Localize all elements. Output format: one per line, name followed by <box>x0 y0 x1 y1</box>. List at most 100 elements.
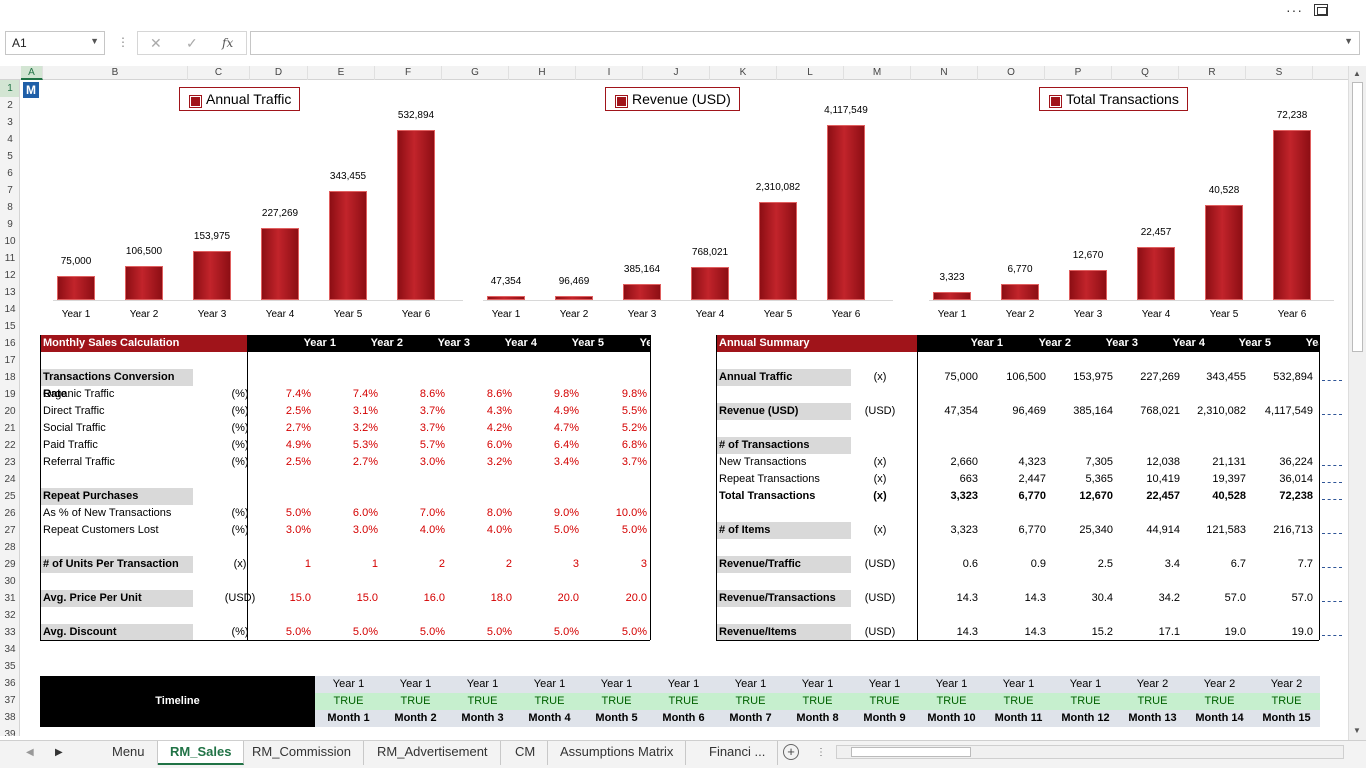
worksheet-grid[interactable]: M Annual Traffic 75,000 Year 1 106,500 Year … <box>21 80 1348 736</box>
table-cell[interactable]: 5.0% <box>285 626 311 638</box>
row-header-36[interactable]: 36 <box>4 678 16 689</box>
table-cell[interactable]: 6.8% <box>621 439 647 451</box>
table-cell[interactable]: 1 <box>304 558 311 570</box>
table-cell[interactable]: 14.3 <box>956 592 978 604</box>
table-cell[interactable]: 0.6 <box>962 558 978 570</box>
row-header-23[interactable]: 23 <box>4 457 16 468</box>
row-header-4[interactable]: 4 <box>7 134 13 145</box>
table-cell[interactable]: 10,419 <box>1146 473 1180 485</box>
table-cell[interactable]: 2.7% <box>285 422 311 434</box>
row-header-21[interactable]: 21 <box>4 423 16 434</box>
column-header-a[interactable]: A <box>21 66 43 80</box>
table-cell[interactable]: 12,670 <box>1079 490 1113 502</box>
table-cell[interactable]: 3.0% <box>352 524 378 536</box>
tab-assumptions-matrix[interactable]: Assumptions Matrix <box>548 741 687 765</box>
table-cell[interactable]: 663 <box>959 473 978 485</box>
row-header-1[interactable]: 1 <box>0 80 19 97</box>
table-cell[interactable]: 106,500 <box>1006 371 1046 383</box>
table-cell[interactable]: 7,305 <box>1085 456 1113 468</box>
table-cell[interactable]: 10.0% <box>615 507 647 519</box>
formula-input[interactable]: ▼ <box>250 31 1360 55</box>
table-cell[interactable]: 9.0% <box>553 507 579 519</box>
tab-financi[interactable]: Financi ... <box>697 741 779 765</box>
table-cell[interactable]: 5.0% <box>486 626 512 638</box>
table-cell[interactable]: 6,770 <box>1018 490 1046 502</box>
chart-bar[interactable] <box>261 227 299 300</box>
row-header-10[interactable]: 10 <box>4 236 16 247</box>
row-header-22[interactable]: 22 <box>4 440 16 451</box>
chart-bar[interactable] <box>1273 130 1311 300</box>
ribbon-display-icon[interactable] <box>1314 4 1328 16</box>
hscroll-thumb[interactable] <box>851 747 971 757</box>
row-header-8[interactable]: 8 <box>7 202 13 213</box>
column-header-j[interactable]: J <box>643 66 710 80</box>
table-cell[interactable]: 15.0 <box>356 592 378 604</box>
column-header-r[interactable]: R <box>1179 66 1246 80</box>
table-cell[interactable]: 2 <box>505 558 512 570</box>
table-cell[interactable]: 5.5% <box>621 405 647 417</box>
row-header-17[interactable]: 17 <box>4 355 16 366</box>
column-header-f[interactable]: F <box>375 66 442 80</box>
column-header-d[interactable]: D <box>250 66 308 80</box>
column-header-s[interactable]: S <box>1246 66 1313 80</box>
table-cell[interactable]: 2.7% <box>352 456 378 468</box>
table-cell[interactable]: 96,469 <box>1012 405 1046 417</box>
table-cell[interactable]: 5.0% <box>621 626 647 638</box>
expand-formula-icon[interactable]: ▼ <box>1344 36 1353 46</box>
column-header-g[interactable]: G <box>442 66 509 80</box>
table-cell[interactable]: 6.0% <box>352 507 378 519</box>
tab-next-icon[interactable]: ▶ <box>55 747 63 758</box>
horizontal-scrollbar[interactable] <box>836 745 1344 759</box>
column-header-h[interactable]: H <box>509 66 576 80</box>
table-cell[interactable]: 19,397 <box>1212 473 1246 485</box>
chart-bar[interactable] <box>57 276 95 300</box>
table-cell[interactable]: 5.0% <box>352 626 378 638</box>
table-cell[interactable]: 75,000 <box>944 371 978 383</box>
table-cell[interactable]: 30.4 <box>1091 592 1113 604</box>
name-box[interactable]: A1 ▼ <box>5 31 105 55</box>
chart-bar[interactable] <box>827 125 865 300</box>
table-cell[interactable]: 25,340 <box>1079 524 1113 536</box>
row-header-5[interactable]: 5 <box>7 151 13 162</box>
enter-icon[interactable]: ✓ <box>186 35 198 51</box>
column-header-m[interactable]: M <box>844 66 911 80</box>
table-cell[interactable]: 216,713 <box>1273 524 1313 536</box>
table-cell[interactable]: 8.6% <box>486 388 512 400</box>
more-options-icon[interactable]: ··· <box>1286 2 1303 18</box>
table-cell[interactable]: 6,770 <box>1018 524 1046 536</box>
table-cell[interactable]: 121,583 <box>1206 524 1246 536</box>
table-cell[interactable]: 4.0% <box>486 524 512 536</box>
column-header-l[interactable]: L <box>777 66 844 80</box>
column-header-p[interactable]: P <box>1045 66 1112 80</box>
table-cell[interactable]: 0.9 <box>1030 558 1046 570</box>
scroll-up-icon[interactable]: ▲ <box>1353 69 1361 78</box>
table-cell[interactable]: 3 <box>572 558 579 570</box>
table-cell[interactable]: 5.7% <box>419 439 445 451</box>
table-cell[interactable]: 385,164 <box>1073 405 1113 417</box>
chart-bar[interactable] <box>329 190 367 300</box>
tab-menu[interactable]: Menu <box>100 741 158 765</box>
column-header-i[interactable]: I <box>576 66 643 80</box>
row-header-6[interactable]: 6 <box>7 168 13 179</box>
table-cell[interactable]: 3,323 <box>950 524 978 536</box>
chart-bar[interactable] <box>555 295 593 300</box>
table-cell[interactable]: 5.0% <box>419 626 445 638</box>
table-cell[interactable]: 21,131 <box>1212 456 1246 468</box>
table-cell[interactable]: 20.0 <box>625 592 647 604</box>
row-header-25[interactable]: 25 <box>4 491 16 502</box>
column-header-k[interactable]: K <box>710 66 777 80</box>
table-cell[interactable]: 57.0 <box>1291 592 1313 604</box>
row-header-24[interactable]: 24 <box>4 474 16 485</box>
table-cell[interactable]: 3,323 <box>950 490 978 502</box>
table-cell[interactable]: 2.5% <box>285 456 311 468</box>
table-cell[interactable]: 47,354 <box>944 405 978 417</box>
column-header-q[interactable]: Q <box>1112 66 1179 80</box>
table-cell[interactable]: 19.0 <box>1291 626 1313 638</box>
table-cell[interactable]: 2.5% <box>285 405 311 417</box>
table-cell[interactable]: 22,457 <box>1146 490 1180 502</box>
table-cell[interactable]: 5.0% <box>621 524 647 536</box>
table-cell[interactable]: 44,914 <box>1146 524 1180 536</box>
table-cell[interactable]: 14.3 <box>956 626 978 638</box>
table-cell[interactable]: 40,528 <box>1212 490 1246 502</box>
column-header-o[interactable]: O <box>978 66 1045 80</box>
